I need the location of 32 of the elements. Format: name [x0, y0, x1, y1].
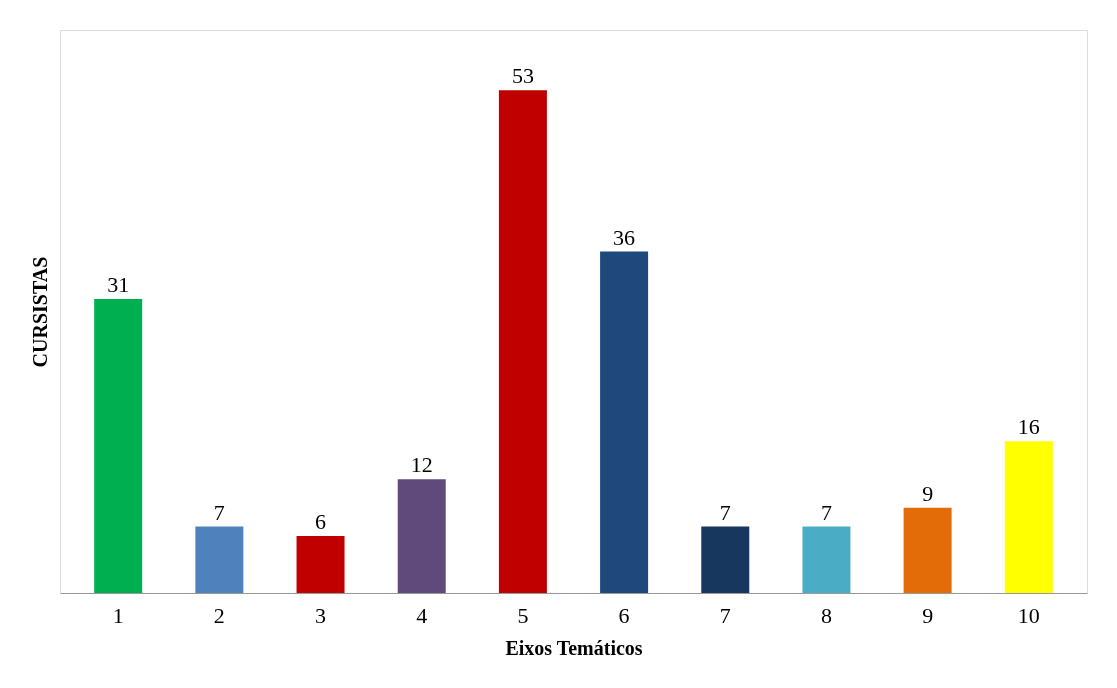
x-tick-label: 10 — [1017, 602, 1040, 628]
data-label: 9 — [922, 480, 934, 506]
data-label: 16 — [1017, 414, 1040, 440]
y-axis-title: CURSISTAS — [28, 256, 51, 368]
x-tick-label: 5 — [517, 602, 529, 628]
bar — [903, 507, 952, 593]
bar — [296, 536, 345, 593]
x-axis-title: Eixos Temáticos — [505, 636, 643, 659]
x-tick-label: 6 — [618, 602, 630, 628]
x-tick-label: 4 — [416, 602, 428, 628]
bar — [701, 526, 750, 593]
data-label: 53 — [511, 63, 534, 89]
bar — [600, 251, 649, 593]
data-label: 6 — [315, 509, 327, 535]
x-tick-label: 8 — [820, 602, 832, 628]
x-tick-label: 2 — [213, 602, 225, 628]
bar — [802, 526, 851, 593]
data-label: 36 — [613, 224, 636, 250]
bar — [498, 90, 547, 593]
data-label: 7 — [820, 499, 832, 525]
x-tick-label: 3 — [315, 602, 327, 628]
bar — [94, 298, 143, 593]
x-tick-label: 9 — [922, 602, 934, 628]
bar — [195, 526, 244, 593]
bar — [1004, 441, 1053, 593]
data-label: 7 — [213, 499, 225, 525]
x-tick-label: 1 — [112, 602, 124, 628]
data-label: 31 — [107, 271, 130, 297]
x-tick-label: 7 — [719, 602, 731, 628]
data-label: 12 — [410, 452, 433, 478]
bar — [397, 479, 446, 593]
data-label: 7 — [719, 499, 731, 525]
